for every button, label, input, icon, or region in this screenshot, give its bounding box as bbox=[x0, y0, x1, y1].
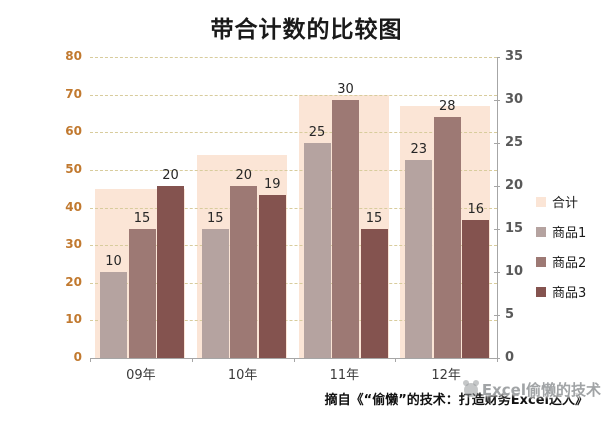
legend-label: 合计 bbox=[552, 196, 579, 211]
left-axis-label: 70 bbox=[65, 86, 82, 101]
gridline bbox=[90, 320, 497, 322]
watermark-text: Excel偷懒的技术 bbox=[481, 381, 601, 399]
x-axis-label: 10年 bbox=[227, 368, 258, 383]
legend-swatch bbox=[536, 286, 546, 297]
product-bar bbox=[433, 117, 461, 358]
gridline bbox=[90, 169, 497, 171]
legend-label: 商品2 bbox=[552, 256, 587, 271]
right-axis-label: 10 bbox=[505, 264, 524, 279]
right-axis-tick bbox=[494, 143, 500, 144]
gridline bbox=[90, 57, 497, 58]
left-axis-label: 40 bbox=[65, 199, 82, 214]
x-axis-tick bbox=[497, 358, 498, 362]
x-axis-tick bbox=[90, 358, 91, 362]
right-axis-tick bbox=[494, 57, 500, 58]
left-axis-label: 30 bbox=[65, 237, 82, 252]
right-axis-label: 0 bbox=[505, 350, 515, 365]
product-bar bbox=[201, 229, 229, 358]
bar-value-label: 20 bbox=[162, 168, 179, 183]
right-axis-tick bbox=[494, 315, 500, 316]
legend-swatch bbox=[536, 196, 546, 207]
right-axis-label: 35 bbox=[505, 49, 524, 64]
gridline bbox=[90, 132, 497, 134]
left-axis-label: 10 bbox=[65, 312, 82, 327]
left-axis-label: 20 bbox=[65, 274, 82, 289]
bar-value-label: 15 bbox=[365, 211, 383, 226]
legend-item-product3: 商品3 bbox=[536, 282, 586, 301]
x-axis-tick bbox=[191, 358, 193, 362]
x-axis-label: 11年 bbox=[329, 368, 360, 383]
legend-item-product1: 商品1 bbox=[536, 222, 586, 241]
x-axis-label: 12年 bbox=[431, 368, 461, 383]
right-axis-label: 30 bbox=[505, 92, 524, 107]
product-bar bbox=[100, 272, 127, 358]
bar-value-label: 30 bbox=[337, 82, 354, 97]
gridline bbox=[90, 94, 497, 96]
product-bar bbox=[303, 143, 331, 358]
product-bar bbox=[128, 229, 156, 358]
legend-item-product2: 商品2 bbox=[536, 252, 586, 271]
right-axis-label: 5 bbox=[505, 307, 515, 322]
bar-value-label: 28 bbox=[438, 99, 456, 115]
product-bar bbox=[157, 186, 184, 358]
right-axis-tick bbox=[494, 272, 500, 273]
product-bar bbox=[332, 100, 359, 358]
x-axis-tick bbox=[293, 358, 295, 362]
left-axis-label: 0 bbox=[73, 350, 82, 364]
bar-value-label: 16 bbox=[467, 202, 485, 218]
bar-value-label: 15 bbox=[206, 211, 224, 226]
x-axis-label: 09年 bbox=[126, 368, 156, 383]
legend-swatch bbox=[536, 226, 546, 237]
footer-source: 摘自《“偷懒”的技术：打造财务Excel达人》 bbox=[324, 393, 588, 408]
bar-value-label: 15 bbox=[133, 211, 151, 226]
product-bar bbox=[230, 186, 258, 358]
product-bar bbox=[360, 229, 388, 358]
bar-value-label: 23 bbox=[410, 142, 428, 158]
plot-area: 0 10 20 30 40 50 60 70 80 0 5 10 15 20 25 30 35 10 15 20 09年… bbox=[65, 49, 523, 383]
right-axis-label: 25 bbox=[505, 135, 524, 150]
bar-value-label: 25 bbox=[308, 125, 326, 140]
left-axis-label: 80 bbox=[65, 49, 82, 63]
left-axis-label: 50 bbox=[65, 161, 82, 176]
right-axis-tick bbox=[494, 186, 500, 187]
right-axis-tick bbox=[494, 100, 500, 101]
product-bar bbox=[405, 160, 433, 358]
chart-title: 带合计数的比较图 bbox=[210, 17, 403, 42]
gridline bbox=[90, 282, 497, 284]
legend-label: 商品1 bbox=[552, 226, 587, 241]
legend-label: 商品3 bbox=[552, 286, 587, 301]
legend-swatch bbox=[536, 256, 546, 267]
right-axis-tick bbox=[494, 229, 500, 230]
legend: 合计 商品1 商品2 商品3 bbox=[536, 192, 586, 301]
right-axis-label: 20 bbox=[505, 178, 524, 193]
bar-value-label: 10 bbox=[105, 254, 122, 269]
watermark: Excel偷懒的技术 bbox=[462, 379, 601, 400]
panda-logo-icon bbox=[462, 379, 479, 397]
product-bar bbox=[462, 220, 490, 358]
left-axis-label: 60 bbox=[65, 124, 82, 139]
gridline bbox=[90, 245, 497, 247]
bar-value-label: 20 bbox=[235, 168, 253, 183]
right-axis-label: 15 bbox=[505, 221, 524, 236]
x-axis-tick bbox=[395, 358, 397, 362]
gridline bbox=[90, 207, 497, 209]
bar-value-label: 19 bbox=[263, 176, 281, 192]
legend-item-total: 合计 bbox=[536, 192, 586, 211]
product-bar bbox=[258, 194, 286, 358]
